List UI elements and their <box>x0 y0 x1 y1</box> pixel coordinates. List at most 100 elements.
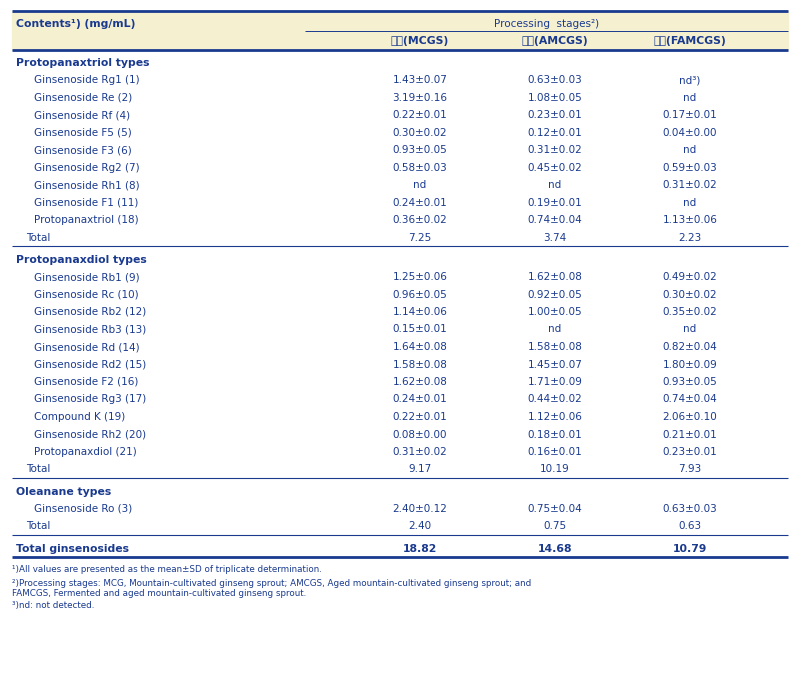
Text: Total ginsenosides: Total ginsenosides <box>16 544 129 554</box>
Text: Protopanaxdiol types: Protopanaxdiol types <box>16 256 146 265</box>
Text: 0.04±0.00: 0.04±0.00 <box>662 128 718 138</box>
Text: nd: nd <box>414 180 426 190</box>
Text: 18.82: 18.82 <box>403 544 437 554</box>
Text: 0.82±0.04: 0.82±0.04 <box>662 342 718 352</box>
Text: 0.59±0.03: 0.59±0.03 <box>662 163 718 173</box>
Text: Ginsenoside Rd (14): Ginsenoside Rd (14) <box>34 342 140 352</box>
Text: 7.25: 7.25 <box>408 233 432 243</box>
Text: 0.75±0.04: 0.75±0.04 <box>528 504 582 514</box>
Text: 1.62±0.08: 1.62±0.08 <box>527 272 582 282</box>
Text: 1.58±0.08: 1.58±0.08 <box>393 360 447 369</box>
Text: 0.22±0.01: 0.22±0.01 <box>393 412 447 422</box>
Text: 0.16±0.01: 0.16±0.01 <box>528 447 582 457</box>
Text: 3.74: 3.74 <box>543 233 566 243</box>
Text: nd: nd <box>683 198 697 208</box>
Text: 1.62±0.08: 1.62±0.08 <box>393 377 447 387</box>
Text: 2.40: 2.40 <box>409 521 431 532</box>
Text: 0.35±0.02: 0.35±0.02 <box>662 307 718 317</box>
Text: 1.12±0.06: 1.12±0.06 <box>527 412 582 422</box>
Text: 0.92±0.05: 0.92±0.05 <box>528 290 582 299</box>
Text: nd: nd <box>683 145 697 155</box>
Text: Protopanaxdiol (21): Protopanaxdiol (21) <box>34 447 137 457</box>
Text: Ginsenoside Rc (10): Ginsenoside Rc (10) <box>34 290 138 299</box>
Text: 9.17: 9.17 <box>408 464 432 475</box>
Text: 0.23±0.01: 0.23±0.01 <box>528 110 582 120</box>
Text: FAMCGS, Fermented and aged mountain-cultivated ginseng sprout.: FAMCGS, Fermented and aged mountain-cult… <box>12 589 306 598</box>
Text: 1.00±0.05: 1.00±0.05 <box>528 307 582 317</box>
Text: ³)nd: not detected.: ³)nd: not detected. <box>12 601 94 610</box>
Text: Ginsenoside Rd2 (15): Ginsenoside Rd2 (15) <box>34 360 146 369</box>
Text: Ginsenoside F2 (16): Ginsenoside F2 (16) <box>34 377 138 387</box>
Text: 0.63±0.03: 0.63±0.03 <box>662 504 718 514</box>
Text: 0.58±0.03: 0.58±0.03 <box>393 163 447 173</box>
Text: 0.74±0.04: 0.74±0.04 <box>662 394 718 405</box>
Text: Total: Total <box>26 464 50 475</box>
Text: Total: Total <box>26 521 50 532</box>
Text: 1.25±0.06: 1.25±0.06 <box>393 272 447 282</box>
Text: 0.31±0.02: 0.31±0.02 <box>662 180 718 190</box>
Text: 1.58±0.08: 1.58±0.08 <box>527 342 582 352</box>
Text: Ginsenoside Rh1 (8): Ginsenoside Rh1 (8) <box>34 180 140 190</box>
Text: 0.75: 0.75 <box>543 521 566 532</box>
Text: 0.30±0.02: 0.30±0.02 <box>393 128 447 138</box>
Text: 0.44±0.02: 0.44±0.02 <box>528 394 582 405</box>
Text: 1.08±0.05: 1.08±0.05 <box>528 93 582 103</box>
Text: 0.93±0.05: 0.93±0.05 <box>662 377 718 387</box>
Text: Ginsenoside Rg2 (7): Ginsenoside Rg2 (7) <box>34 163 140 173</box>
Text: 1.71±0.09: 1.71±0.09 <box>527 377 582 387</box>
Text: nd: nd <box>548 180 562 190</box>
Text: 1.80±0.09: 1.80±0.09 <box>662 360 718 369</box>
Text: Ginsenoside Rb3 (13): Ginsenoside Rb3 (13) <box>34 324 146 335</box>
Text: Ginsenoside F3 (6): Ginsenoside F3 (6) <box>34 145 132 155</box>
Text: nd³): nd³) <box>679 75 701 85</box>
Text: Ginsenoside Rb1 (9): Ginsenoside Rb1 (9) <box>34 272 140 282</box>
Text: 10.19: 10.19 <box>540 464 570 475</box>
Text: 0.30±0.02: 0.30±0.02 <box>662 290 718 299</box>
Text: Ginsenoside Rh2 (20): Ginsenoside Rh2 (20) <box>34 430 146 439</box>
Text: 0.63: 0.63 <box>678 521 702 532</box>
Text: Contents¹) (mg/mL): Contents¹) (mg/mL) <box>16 19 135 29</box>
Text: ²)Processing stages: MCG, Mountain-cultivated ginseng sprout; AMCGS, Aged mounta: ²)Processing stages: MCG, Mountain-culti… <box>12 579 531 588</box>
Text: 0.31±0.02: 0.31±0.02 <box>393 447 447 457</box>
Text: 0.45±0.02: 0.45±0.02 <box>528 163 582 173</box>
Text: 7.93: 7.93 <box>678 464 702 475</box>
Text: 1.45±0.07: 1.45±0.07 <box>527 360 582 369</box>
Text: 0.96±0.05: 0.96±0.05 <box>393 290 447 299</box>
Text: Ginsenoside Rg1 (1): Ginsenoside Rg1 (1) <box>34 75 140 85</box>
Text: 0.31±0.02: 0.31±0.02 <box>528 145 582 155</box>
Text: 0.12±0.01: 0.12±0.01 <box>528 128 582 138</box>
Text: 0.18±0.01: 0.18±0.01 <box>528 430 582 439</box>
Text: 0.19±0.01: 0.19±0.01 <box>528 198 582 208</box>
Text: 2.40±0.12: 2.40±0.12 <box>393 504 447 514</box>
Text: 1.64±0.08: 1.64±0.08 <box>393 342 447 352</box>
Text: Ginsenoside Rg3 (17): Ginsenoside Rg3 (17) <box>34 394 146 405</box>
Text: Ginsenoside F1 (11): Ginsenoside F1 (11) <box>34 198 138 208</box>
Text: Total: Total <box>26 233 50 243</box>
Text: Ginsenoside Re (2): Ginsenoside Re (2) <box>34 93 132 103</box>
Text: Protopanaxtriol (18): Protopanaxtriol (18) <box>34 215 138 225</box>
Text: Compound K (19): Compound K (19) <box>34 412 126 422</box>
Text: 0.63±0.03: 0.63±0.03 <box>528 75 582 85</box>
Text: Ginsenoside Rf (4): Ginsenoside Rf (4) <box>34 110 130 120</box>
Text: Ginsenoside Ro (3): Ginsenoside Ro (3) <box>34 504 132 514</box>
Text: 0.24±0.01: 0.24±0.01 <box>393 198 447 208</box>
Text: 1.13±0.06: 1.13±0.06 <box>662 215 718 225</box>
Text: 10.79: 10.79 <box>673 544 707 554</box>
Text: 2.06±0.10: 2.06±0.10 <box>662 412 718 422</box>
Text: nd: nd <box>548 324 562 335</box>
Text: 1.14±0.06: 1.14±0.06 <box>393 307 447 317</box>
Text: 0.93±0.05: 0.93±0.05 <box>393 145 447 155</box>
Text: 0.08±0.00: 0.08±0.00 <box>393 430 447 439</box>
Text: 14.68: 14.68 <box>538 544 572 554</box>
Text: 0.17±0.01: 0.17±0.01 <box>662 110 718 120</box>
Text: Ginsenoside F5 (5): Ginsenoside F5 (5) <box>34 128 132 138</box>
Text: 0.24±0.01: 0.24±0.01 <box>393 394 447 405</box>
Text: 0.23±0.01: 0.23±0.01 <box>662 447 718 457</box>
Text: Oleanane types: Oleanane types <box>16 487 111 498</box>
Text: 원료(MCGS): 원료(MCGS) <box>391 36 449 46</box>
Text: 3.19±0.16: 3.19±0.16 <box>393 93 447 103</box>
Text: 0.22±0.01: 0.22±0.01 <box>393 110 447 120</box>
Text: 1.43±0.07: 1.43±0.07 <box>393 75 447 85</box>
Text: ¹)All values are presented as the mean±SD of triplicate determination.: ¹)All values are presented as the mean±S… <box>12 565 322 574</box>
Text: 0.74±0.04: 0.74±0.04 <box>528 215 582 225</box>
